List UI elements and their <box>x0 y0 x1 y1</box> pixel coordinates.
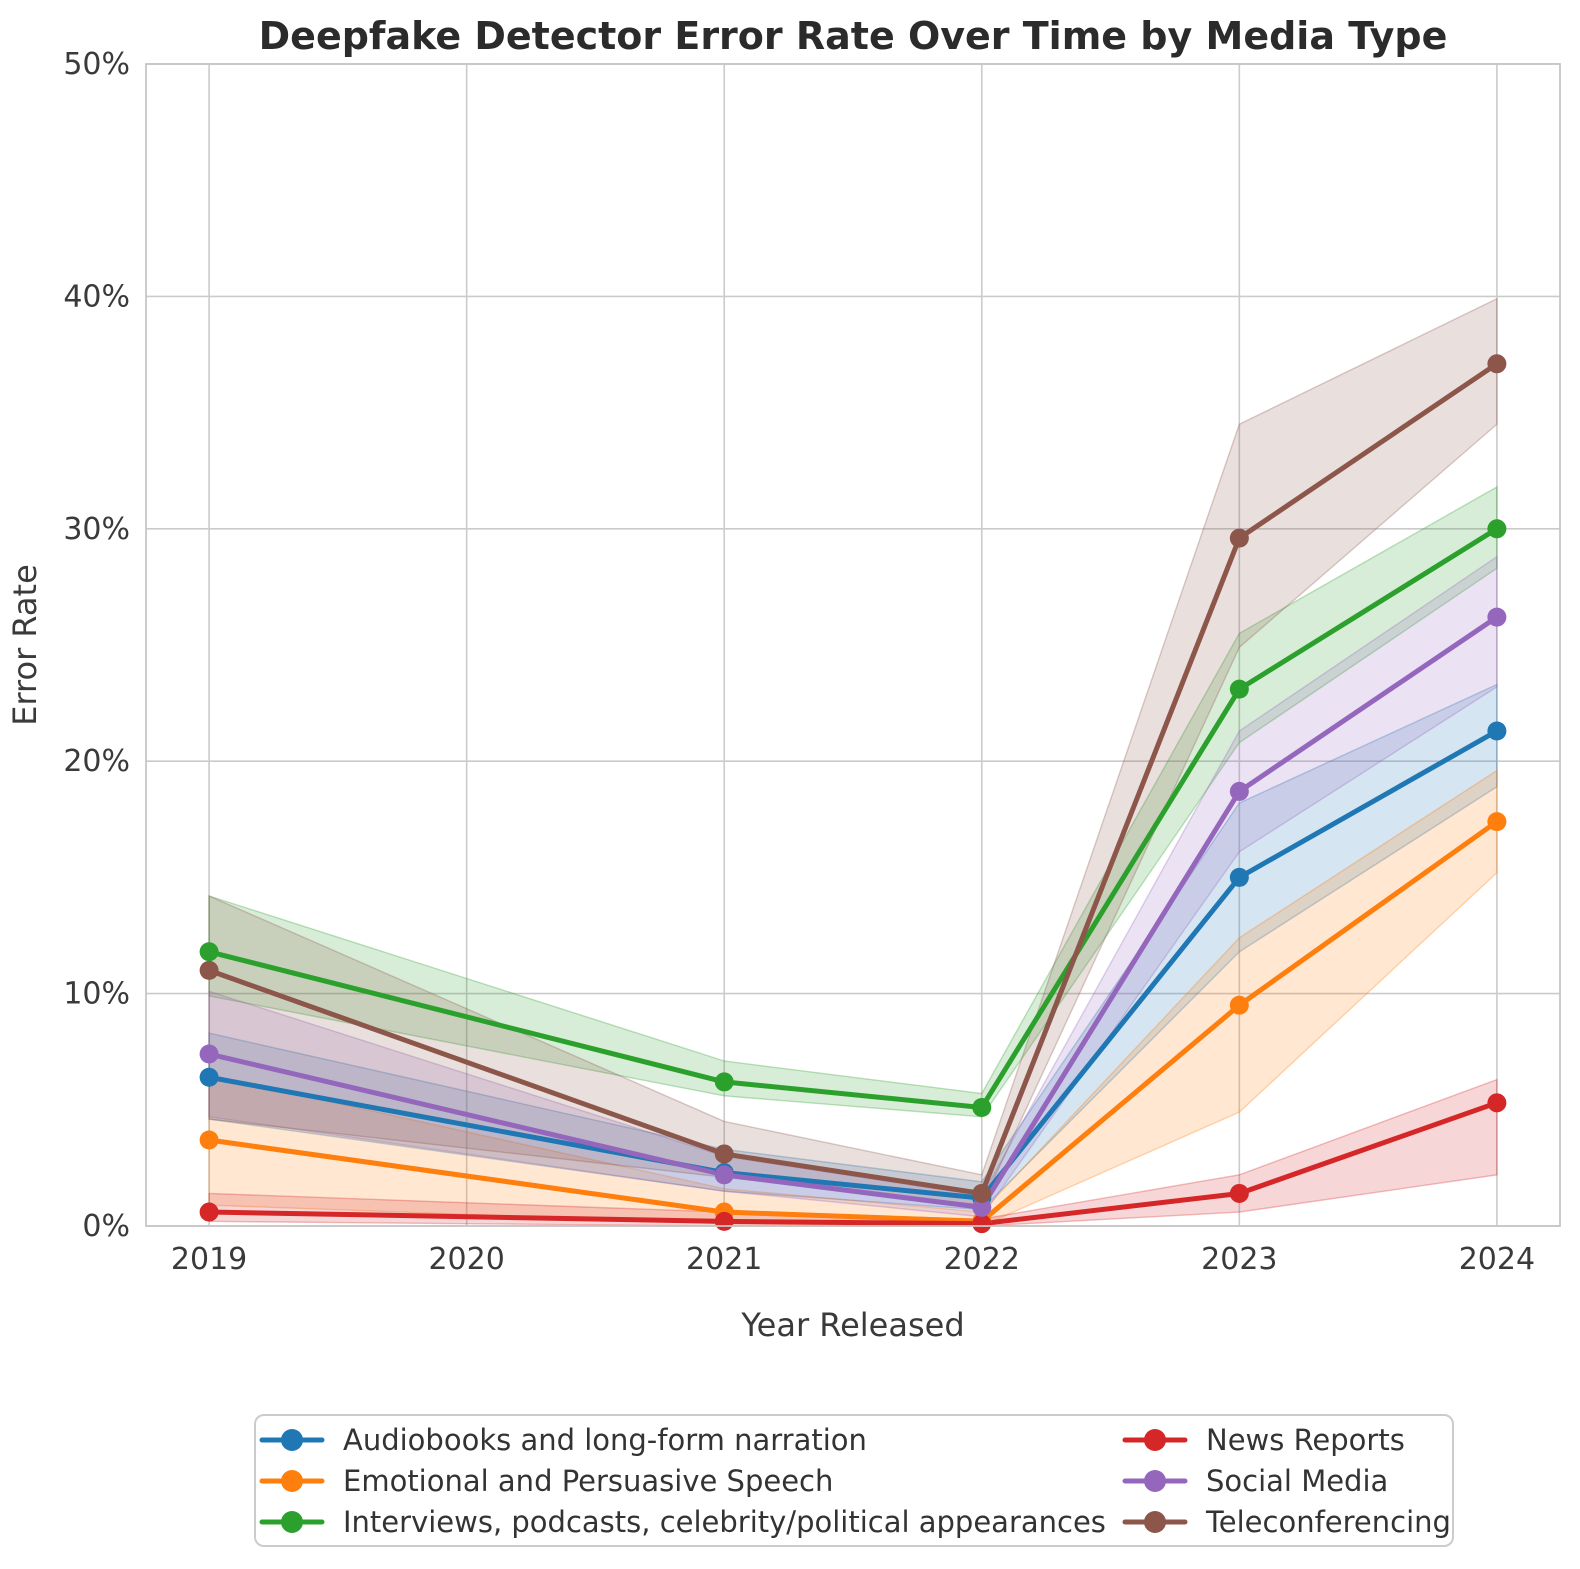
data-point-audiobooks-2019 <box>199 1067 219 1087</box>
data-point-teleconferencing-2021 <box>714 1144 734 1164</box>
y-axis-label: Error Rate <box>6 564 44 726</box>
data-point-interviews-2019 <box>199 942 219 962</box>
legend-label-emotional-speech: Emotional and Persuasive Speech <box>343 1464 833 1498</box>
y-tick-label-30: 30% <box>63 512 130 547</box>
x-axis-label: Year Released <box>740 1306 964 1344</box>
data-point-interviews-2022 <box>972 1097 992 1117</box>
legend-marker-social-media <box>1144 1470 1166 1492</box>
data-point-news-reports-2019 <box>199 1202 219 1222</box>
labels-layer: Deepfake Detector Error Rate Over Time b… <box>6 14 1447 1344</box>
legend-marker-audiobooks <box>281 1429 303 1451</box>
data-point-news-reports-2022 <box>972 1214 992 1234</box>
data-point-interviews-2023 <box>1229 679 1249 699</box>
legend-item-audiobooks: Audiobooks and long-form narration <box>259 1423 867 1457</box>
data-point-social-media-2023 <box>1229 781 1249 801</box>
y-tick-label-20: 20% <box>63 744 130 779</box>
data-point-teleconferencing-2019 <box>199 960 219 980</box>
chart-title: Deepfake Detector Error Rate Over Time b… <box>259 14 1448 58</box>
y-tick-label-50: 50% <box>63 47 130 82</box>
x-tick-label-2024: 2024 <box>1459 1242 1535 1277</box>
confidence-band-interviews <box>208 485 1498 1118</box>
y-tick-label-0: 0% <box>82 1209 130 1244</box>
data-point-social-media-2019 <box>199 1044 219 1064</box>
x-tick-label-2019: 2019 <box>171 1242 247 1277</box>
data-point-news-reports-2023 <box>1229 1183 1249 1203</box>
data-point-news-reports-2024 <box>1487 1093 1507 1113</box>
data-point-emotional-speech-2023 <box>1229 995 1249 1015</box>
legend-marker-teleconferencing <box>1144 1511 1166 1533</box>
legend-item-interviews: Interviews, podcasts, celebrity/politica… <box>259 1505 1106 1539</box>
data-point-interviews-2024 <box>1487 519 1507 539</box>
legend-item-teleconferencing: Teleconferencing <box>1122 1505 1451 1539</box>
legend: Audiobooks and long-form narration Emotio… <box>254 1414 1454 1547</box>
data-point-emotional-speech-2019 <box>199 1130 219 1150</box>
legend-item-social-media: Social Media <box>1122 1464 1388 1498</box>
legend-item-news-reports: News Reports <box>1122 1423 1405 1457</box>
confidence-band-teleconferencing <box>208 297 1498 1206</box>
data-point-social-media-2022 <box>972 1197 992 1217</box>
x-tick-label-2020: 2020 <box>428 1242 504 1277</box>
data-point-teleconferencing-2024 <box>1487 354 1507 374</box>
data-point-social-media-2024 <box>1487 607 1507 627</box>
plot-layer: 0% 10% 20% 30% 40% 50% 2019 2020 2021 2022 2023 202… <box>63 47 1561 1277</box>
x-tick-label-2023: 2023 <box>1201 1242 1277 1277</box>
data-point-news-reports-2021 <box>714 1211 734 1231</box>
legend-marker-news-reports <box>1144 1429 1166 1451</box>
legend-marker-emotional-speech <box>281 1470 303 1492</box>
data-point-interviews-2021 <box>714 1072 734 1092</box>
data-point-emotional-speech-2024 <box>1487 812 1507 832</box>
legend-label-interviews: Interviews, podcasts, celebrity/politica… <box>343 1505 1106 1539</box>
x-tick-label-2022: 2022 <box>944 1242 1020 1277</box>
x-tick-label-2021: 2021 <box>686 1242 762 1277</box>
legend-item-emotional-speech: Emotional and Persuasive Speech <box>259 1464 833 1498</box>
y-tick-label-10: 10% <box>63 977 130 1012</box>
data-point-social-media-2021 <box>714 1165 734 1185</box>
data-point-audiobooks-2023 <box>1229 867 1249 887</box>
legend-marker-interviews <box>281 1511 303 1533</box>
confidence-band-audiobooks <box>208 683 1498 1211</box>
data-point-teleconferencing-2023 <box>1229 528 1249 548</box>
legend-label-social-media: Social Media <box>1206 1464 1388 1498</box>
legend-label-news-reports: News Reports <box>1206 1423 1405 1457</box>
legend-label-audiobooks: Audiobooks and long-form narration <box>343 1423 867 1457</box>
data-point-audiobooks-2024 <box>1487 721 1507 741</box>
plot-border <box>145 63 1561 1227</box>
y-tick-label-40: 40% <box>63 279 130 314</box>
data-point-teleconferencing-2022 <box>972 1183 992 1203</box>
legend-label-teleconferencing: Teleconferencing <box>1205 1505 1451 1539</box>
